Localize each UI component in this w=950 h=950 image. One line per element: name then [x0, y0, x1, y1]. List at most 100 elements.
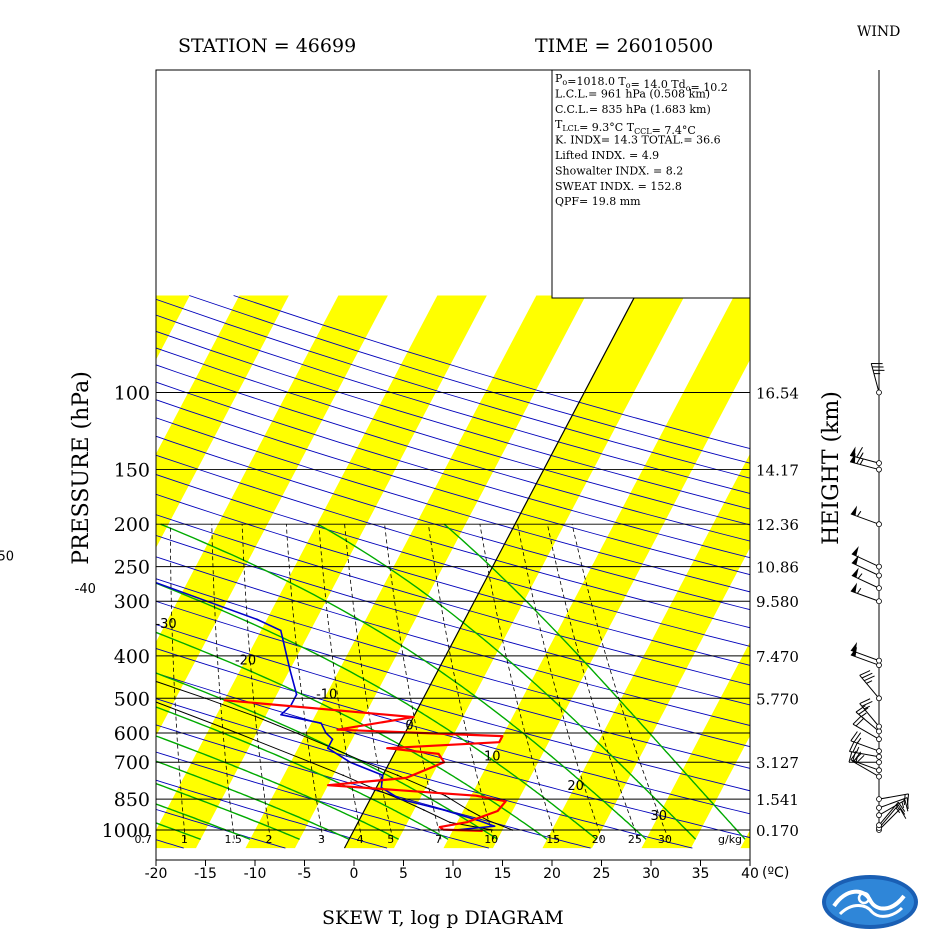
isotherm-label: 0 [405, 719, 413, 734]
lcl-parcel-curve-point [449, 821, 451, 824]
isotherm-zero-line [343, 295, 636, 849]
ccl-parcel-curve-point [254, 715, 257, 718]
dewpoint-line-point [442, 809, 445, 811]
mixing-ratio-label: 30 [658, 833, 672, 846]
barb-feather [858, 707, 869, 715]
isotherm-band [542, 453, 750, 849]
dry-adiabat [156, 779, 388, 849]
barb-feather [861, 672, 873, 679]
barb-shaft [851, 562, 880, 576]
mixing-ratio-label: 1.5 [224, 833, 242, 846]
info-segment: = 10.2 [691, 81, 728, 94]
temperature-line-point [438, 826, 441, 828]
stability-indices-box [551, 69, 751, 299]
barb-station [876, 389, 882, 396]
dewpoint-line-point [331, 738, 334, 740]
dry-adiabat [156, 724, 591, 849]
barb-feather [861, 700, 873, 707]
mixing-ratio-line [211, 524, 235, 840]
pressure-label: 1000 [102, 820, 150, 842]
info-segment: K. INDX= 14.3 TOTAL.= 36.6 [555, 134, 721, 147]
info-showalter: Showalter INDX. = 8.2 [555, 164, 683, 177]
mixing-ratio-label: 25 [628, 833, 642, 846]
isotherm-label: 20 [567, 779, 584, 794]
dry-adiabat [156, 648, 750, 815]
dry-adiabat [156, 600, 750, 769]
pressure-label: 600 [114, 723, 150, 745]
x-tick-label: -15 [194, 866, 217, 882]
info-segment: = 7.4°C [652, 124, 696, 137]
dry-adiabat [156, 417, 750, 593]
moist-adiabat [160, 523, 647, 840]
info-segment: Showalter INDX. = 8.2 [555, 164, 683, 177]
moist-adiabat [156, 706, 449, 840]
info-segment: P [555, 72, 563, 85]
pressure-label: 150 [114, 460, 150, 482]
x-tick-label: 15 [494, 866, 512, 882]
dewpoint-line-point [280, 713, 282, 716]
temperature-line-point [223, 699, 226, 701]
barb-shaft [859, 674, 880, 699]
barb-feather [907, 793, 910, 806]
dewpoint-line-point [327, 747, 329, 749]
dry-adiabat [156, 454, 750, 629]
wind-barb [852, 715, 882, 743]
moist-adiabat [443, 523, 746, 840]
barb-feather [859, 698, 871, 704]
wind-barb [848, 751, 882, 766]
moist-adiabat [156, 631, 548, 840]
lcl-parcel-curve-point [342, 774, 345, 777]
dry-adiabat [156, 514, 750, 686]
info-qpf: QPF= 19.8 mm [555, 195, 641, 208]
wind-barb [870, 363, 885, 396]
height-label: 1.541 [756, 791, 799, 809]
barb-feather [852, 751, 856, 763]
isotherm-band [443, 295, 750, 849]
isotherm-label: -30 [155, 617, 176, 632]
barb-station [876, 767, 882, 774]
temperature-line-point [504, 800, 507, 803]
barb-station [876, 753, 882, 760]
info-segment: SWEAT INDX. = 152.8 [555, 180, 682, 193]
wind-barb [855, 705, 882, 735]
barb-shaft [851, 553, 880, 568]
temperature-line-point [466, 821, 468, 823]
isotherm-label: -20 [235, 654, 256, 669]
height-label: 14.17 [756, 462, 799, 480]
info-segment: = 14.0 Td [631, 78, 686, 91]
height-label: 7.470 [756, 648, 799, 666]
barb-half [856, 510, 862, 517]
x-tick-label: 35 [692, 866, 710, 882]
pressure-label: 400 [114, 646, 150, 668]
barb-flag [851, 555, 859, 565]
isotherm-band [344, 295, 685, 849]
barb-flag [850, 505, 858, 516]
pressure-label: 850 [114, 789, 150, 811]
mixing-ratio-label: 0.7 [134, 833, 152, 846]
temperature-axis-labels: -20 -15 -10 -5 0 5 10 15 20 25 30 35 40 [145, 860, 759, 882]
moist-adiabat [156, 760, 350, 840]
barb-station [876, 759, 882, 766]
info-surface: Po=1018.0 To= 14.0 Tdo= 10.2 [555, 72, 728, 94]
barb-half [859, 458, 864, 465]
mixing-ratio-label: 5 [387, 833, 394, 846]
moist-adiabat [156, 735, 399, 840]
isotherm-lines [343, 295, 636, 849]
barb-half [866, 680, 873, 684]
moist-adiabat [156, 582, 598, 840]
barb-feather [859, 670, 871, 676]
mixing-ratio-label: 4 [357, 833, 364, 846]
barb-shaft [878, 797, 908, 809]
barb-shaft [849, 751, 880, 758]
barb-shaft [852, 761, 880, 778]
barb-feather [855, 705, 866, 713]
wind-barbs [848, 363, 910, 833]
pressure-label: 250 [114, 557, 150, 579]
mixing-ratio-line [571, 524, 669, 840]
info-segment: CCL [634, 127, 652, 136]
info-segment: Lifted INDX. = 4.9 [555, 149, 659, 162]
x-tick-label: -10 [244, 866, 267, 882]
x-tick-label: 0 [350, 866, 359, 882]
info-lifted: Lifted INDX. = 4.9 [555, 149, 659, 162]
